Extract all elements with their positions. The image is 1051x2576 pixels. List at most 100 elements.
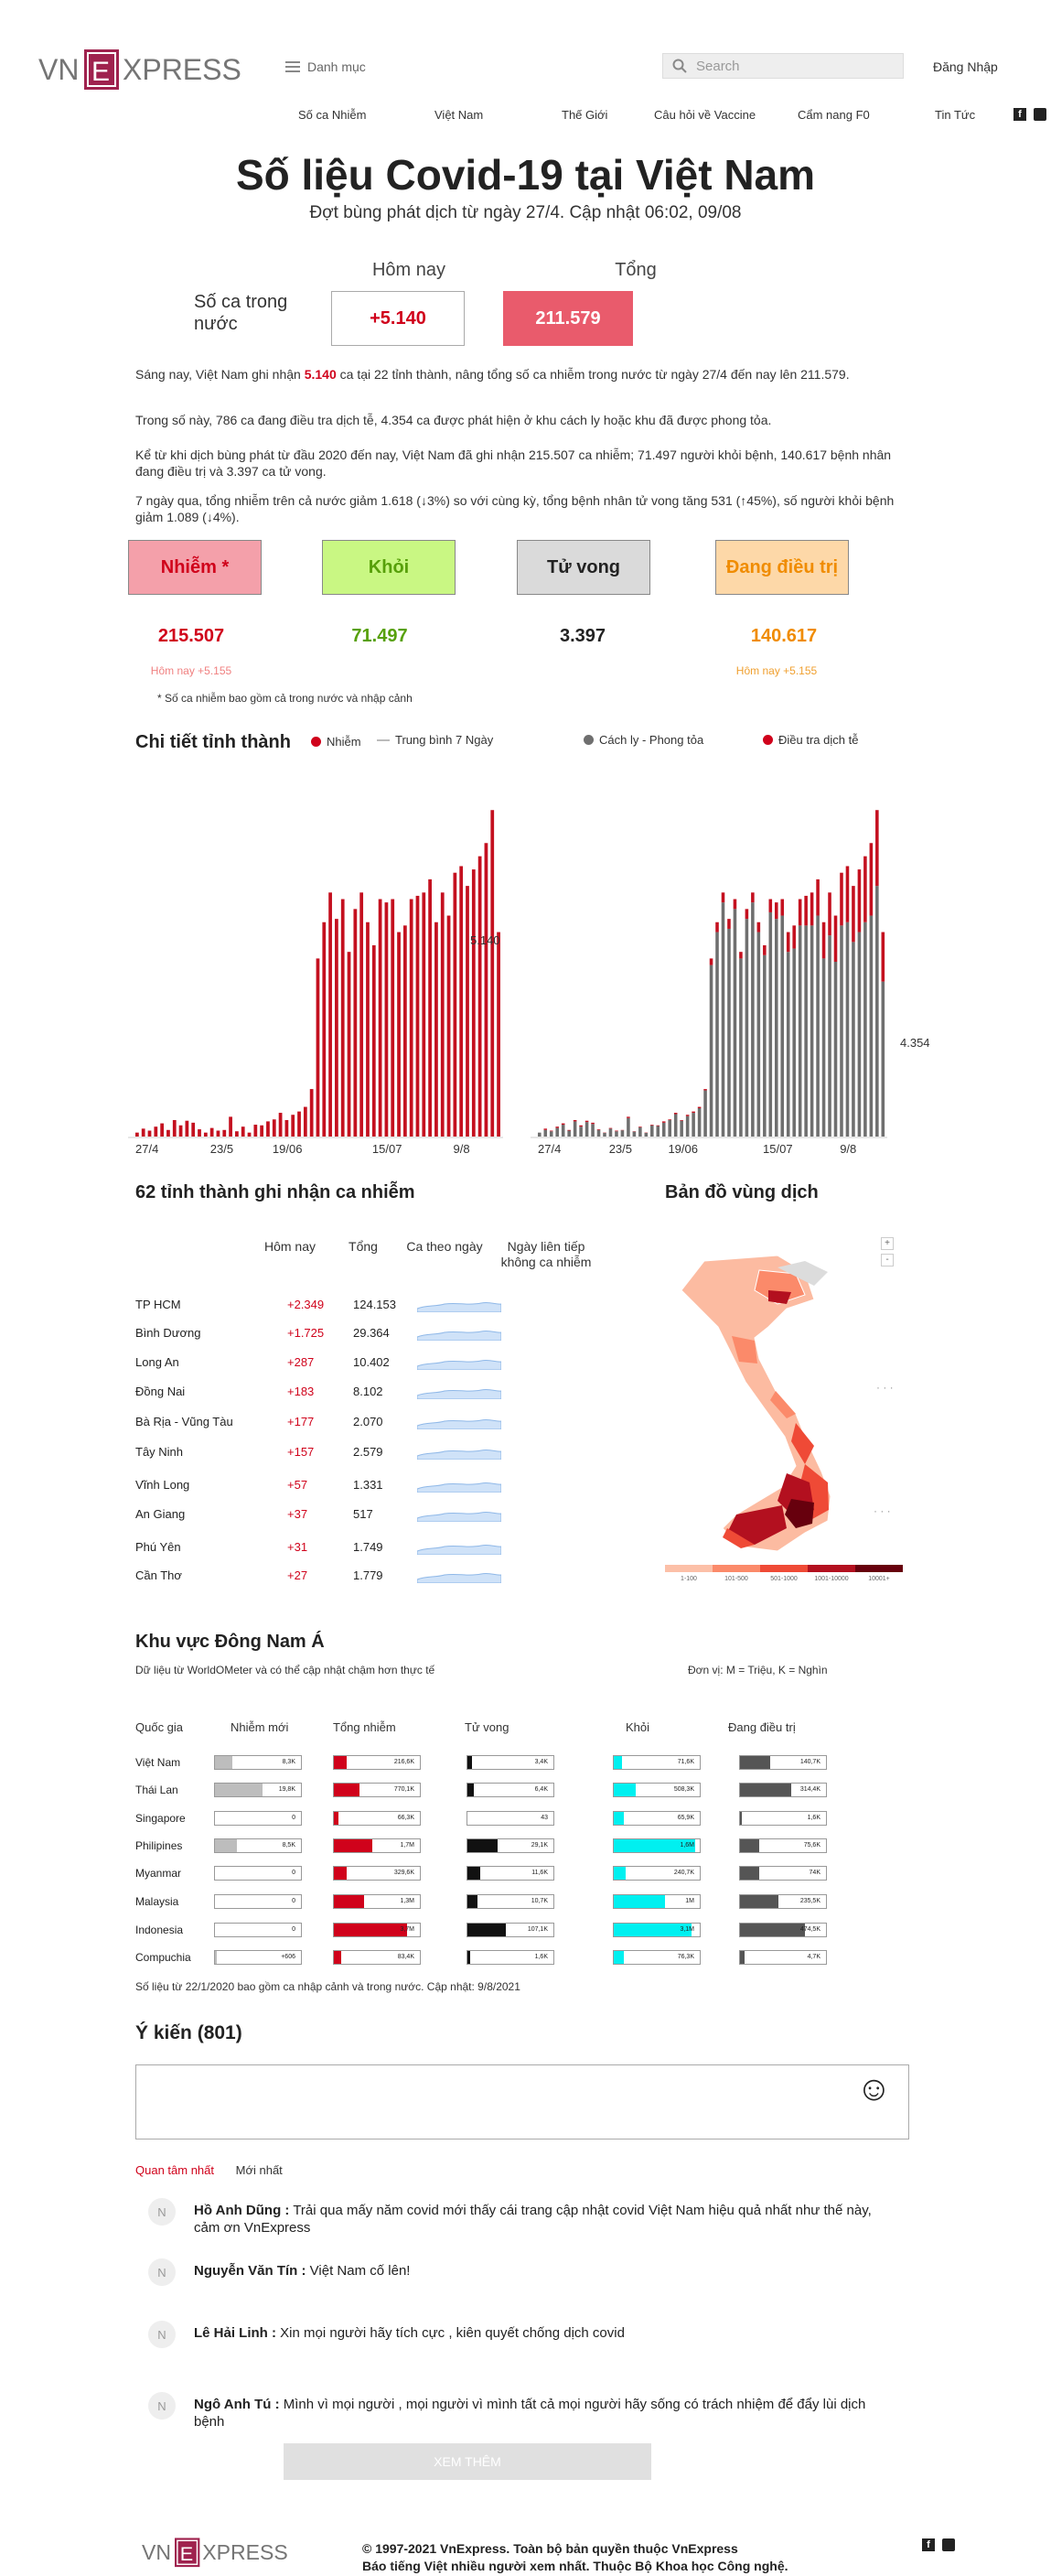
card-deaths[interactable]: Tử vong: [517, 540, 650, 595]
emoji-icon[interactable]: ☺: [856, 2070, 892, 2109]
bar-0-49[interactable]: [441, 892, 445, 1137]
bar-0-16[interactable]: [235, 1131, 239, 1137]
bar-1-38[interactable]: [763, 945, 767, 955]
bar-0-41[interactable]: [780, 916, 784, 1137]
bar-1-33[interactable]: [734, 900, 737, 910]
bar-0-44[interactable]: [410, 900, 413, 1137]
bar-0-3[interactable]: [555, 1128, 559, 1137]
bar-0-35[interactable]: [745, 919, 749, 1137]
bar-0-51[interactable]: [453, 873, 456, 1137]
bar-0-0[interactable]: [135, 1133, 139, 1137]
bar-0-38[interactable]: [372, 945, 376, 1137]
bar-1-46[interactable]: [810, 892, 814, 925]
bar-1-32[interactable]: [727, 919, 731, 929]
bar-0-13[interactable]: [217, 1131, 220, 1137]
bar-1-21[interactable]: [662, 1121, 666, 1122]
bar-0-1[interactable]: [543, 1130, 547, 1137]
avatar[interactable]: N: [148, 2198, 176, 2226]
bar-0-54[interactable]: [858, 932, 862, 1137]
bar-1-28[interactable]: [703, 1089, 707, 1090]
bar-0-19[interactable]: [650, 1126, 654, 1137]
bar-1-52[interactable]: [846, 866, 850, 922]
bar-0-35[interactable]: [353, 909, 357, 1137]
bar-1-8[interactable]: [585, 1121, 589, 1122]
bar-0-58[interactable]: [497, 932, 500, 1137]
bar-0-7[interactable]: [179, 1126, 183, 1137]
nav-item-the-gioi[interactable]: Thế Giới: [562, 108, 607, 122]
tab-newest[interactable]: Mới nhất: [236, 2163, 283, 2177]
bar-0-31[interactable]: [722, 902, 725, 1137]
footer-logo[interactable]: VN E XPRESS: [142, 2535, 306, 2571]
legend-investigate[interactable]: Điều tra dịch tễ: [763, 733, 858, 747]
nav-item-viet-nam[interactable]: Việt Nam: [434, 108, 483, 122]
bar-0-45[interactable]: [416, 896, 420, 1137]
bar-0-44[interactable]: [799, 925, 802, 1137]
bar-0-34[interactable]: [739, 958, 743, 1137]
bar-0-56[interactable]: [870, 916, 874, 1137]
bar-0-39[interactable]: [379, 900, 382, 1137]
bar-1-17[interactable]: [638, 1126, 642, 1127]
bar-0-22[interactable]: [273, 1119, 276, 1137]
bar-0-23[interactable]: [279, 1113, 283, 1137]
bar-0-56[interactable]: [485, 843, 488, 1137]
login-link[interactable]: Đăng Nhập: [933, 59, 998, 74]
bar-0-53[interactable]: [852, 942, 855, 1137]
bar-0-45[interactable]: [804, 925, 808, 1137]
load-more-button[interactable]: XEM THÊM: [284, 2443, 651, 2480]
bar-0-25[interactable]: [686, 1116, 690, 1137]
bar-0-58[interactable]: [882, 982, 885, 1137]
bar-0-7[interactable]: [579, 1126, 583, 1137]
bar-1-57[interactable]: [875, 810, 879, 886]
bar-1-13[interactable]: [615, 1131, 618, 1132]
bar-1-44[interactable]: [799, 900, 802, 926]
bar-1-49[interactable]: [828, 892, 831, 935]
bar-0-54[interactable]: [472, 869, 476, 1137]
bar-0-16[interactable]: [633, 1132, 637, 1137]
bar-1-30[interactable]: [715, 922, 719, 932]
bar-0-15[interactable]: [229, 1116, 232, 1137]
bar-0-15[interactable]: [627, 1118, 630, 1137]
bar-1-23[interactable]: [674, 1113, 678, 1114]
bar-0-1[interactable]: [142, 1128, 145, 1137]
bar-1-27[interactable]: [698, 1107, 702, 1108]
bar-0-42[interactable]: [787, 952, 790, 1137]
bar-0-9[interactable]: [191, 1123, 195, 1137]
bar-0-22[interactable]: [668, 1120, 671, 1137]
bar-0-0[interactable]: [538, 1133, 542, 1137]
bar-0-43[interactable]: [792, 949, 796, 1137]
bar-0-26[interactable]: [297, 1112, 301, 1137]
bar-1-40[interactable]: [775, 902, 778, 919]
bar-1-10[interactable]: [597, 1129, 601, 1130]
avatar[interactable]: N: [148, 2392, 176, 2420]
bar-1-48[interactable]: [822, 922, 826, 959]
bar-0-2[interactable]: [550, 1131, 553, 1137]
bar-1-53[interactable]: [852, 886, 855, 942]
card-infected[interactable]: Nhiễm *: [128, 540, 262, 595]
legend-avg[interactable]: Trung bình 7 Ngày: [377, 733, 493, 747]
bar-0-31[interactable]: [328, 892, 332, 1137]
bar-0-8[interactable]: [186, 1121, 189, 1137]
bar-0-10[interactable]: [198, 1129, 201, 1137]
bar-1-24[interactable]: [680, 1120, 683, 1121]
bar-1-9[interactable]: [591, 1123, 595, 1124]
bar-0-28[interactable]: [310, 1089, 314, 1137]
nav-item-cam-nang[interactable]: Cẩm nang F0: [798, 108, 870, 122]
bar-0-33[interactable]: [341, 900, 345, 1137]
bar-1-43[interactable]: [792, 925, 796, 948]
bar-1-35[interactable]: [745, 909, 749, 919]
card-recovered[interactable]: Khỏi: [322, 540, 456, 595]
legend-isolated[interactable]: Cách ly - Phong tỏa: [584, 733, 703, 747]
map-zoom-in-button[interactable]: +: [881, 1237, 894, 1250]
bar-0-30[interactable]: [715, 932, 719, 1137]
bar-0-5[interactable]: [166, 1130, 170, 1137]
bar-1-4[interactable]: [562, 1124, 565, 1125]
bar-0-17[interactable]: [638, 1127, 642, 1137]
bar-0-51[interactable]: [840, 925, 843, 1137]
